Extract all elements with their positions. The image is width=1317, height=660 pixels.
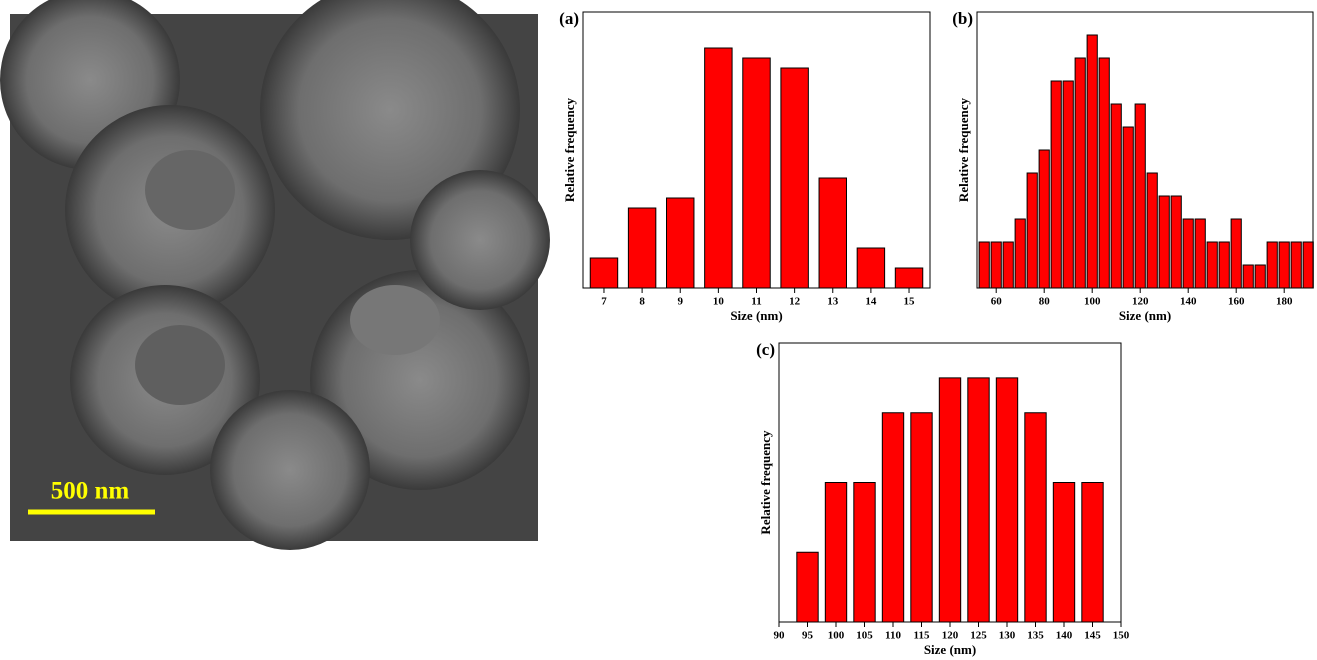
bar (967, 377, 990, 623)
bar (1170, 195, 1182, 289)
bar (704, 47, 733, 289)
x-tick-label: 140 (1056, 630, 1073, 642)
bar (978, 241, 990, 289)
bar (1050, 80, 1062, 289)
bar (1158, 195, 1170, 289)
x-axis-label: Size (nm) (730, 308, 782, 323)
bar (1194, 218, 1206, 289)
bar (1206, 241, 1218, 289)
bar (1098, 57, 1110, 289)
x-tick-label: 11 (751, 296, 761, 308)
x-tick-label: 60 (991, 296, 1003, 308)
x-tick-label: 150 (1113, 630, 1130, 642)
x-axis-label: Size (nm) (1119, 308, 1171, 323)
bar (1110, 103, 1122, 289)
bar (1182, 218, 1194, 289)
x-tick-label: 80 (1039, 296, 1051, 308)
bar (856, 247, 886, 289)
bar (1024, 412, 1047, 623)
x-tick-label: 9 (677, 296, 683, 308)
x-tick-label: 90 (774, 630, 786, 642)
bar (1290, 241, 1302, 289)
x-tick-label: 10 (713, 296, 725, 308)
bar (627, 207, 657, 289)
bar (910, 412, 933, 623)
x-tick-label: 105 (856, 630, 873, 642)
x-tick-label: 125 (970, 630, 987, 642)
x-tick-label: 100 (828, 630, 845, 642)
x-tick-label: 8 (639, 296, 645, 308)
bar (1086, 34, 1098, 289)
x-tick-label: 95 (802, 630, 814, 642)
x-tick-label: 115 (914, 630, 930, 642)
bar (1062, 80, 1074, 289)
x-axis-label: Size (nm) (924, 642, 976, 657)
panel-label: (a) (559, 9, 579, 28)
x-tick-label: 180 (1276, 296, 1293, 308)
bar (1278, 241, 1290, 289)
bar (1218, 241, 1230, 289)
x-tick-label: 130 (999, 630, 1016, 642)
bar (666, 197, 695, 289)
bar (1266, 241, 1278, 289)
bar (780, 67, 809, 289)
scale-label: 500 nm (51, 478, 130, 505)
x-tick-label: 135 (1027, 630, 1044, 642)
bar (1002, 241, 1014, 289)
x-tick-label: 120 (1132, 296, 1149, 308)
bar (881, 412, 905, 623)
bar (1081, 482, 1104, 623)
bar (1242, 264, 1254, 289)
bar (1052, 482, 1076, 623)
bar (1146, 172, 1158, 289)
bar (990, 241, 1002, 289)
x-tick-label: 160 (1228, 296, 1245, 308)
bar (894, 267, 924, 289)
bar (1122, 126, 1134, 289)
plot-frame (976, 11, 1314, 289)
x-tick-label: 7 (601, 296, 607, 308)
x-tick-label: 140 (1180, 296, 1197, 308)
bar (1038, 149, 1050, 289)
sem-image: 500 nm (0, 0, 550, 550)
bar (938, 377, 962, 623)
y-axis-label: Relative frequency (956, 97, 971, 202)
bar (796, 551, 819, 623)
x-tick-label: 120 (942, 630, 959, 642)
x-tick-label: 14 (865, 296, 877, 308)
panel-label: (b) (952, 9, 973, 28)
bar (742, 57, 771, 289)
panel-label: (c) (756, 340, 775, 359)
x-tick-label: 145 (1084, 630, 1101, 642)
bar (1074, 57, 1086, 289)
x-tick-label: 100 (1084, 296, 1101, 308)
bar (1302, 241, 1314, 289)
x-tick-label: 110 (885, 630, 901, 642)
bar (1134, 103, 1146, 289)
y-axis-label: Relative frequency (758, 430, 773, 535)
bar (1254, 264, 1266, 289)
bar (818, 177, 847, 289)
x-tick-label: 15 (904, 296, 916, 308)
bar (589, 257, 619, 289)
bar (1026, 172, 1038, 289)
bar (824, 482, 848, 623)
y-axis-label: Relative frequency (562, 97, 577, 202)
x-tick-label: 12 (789, 296, 801, 308)
bar (995, 377, 1019, 623)
x-tick-label: 13 (827, 296, 839, 308)
bar (853, 482, 876, 623)
bar (1014, 218, 1026, 289)
bar (1230, 218, 1242, 289)
